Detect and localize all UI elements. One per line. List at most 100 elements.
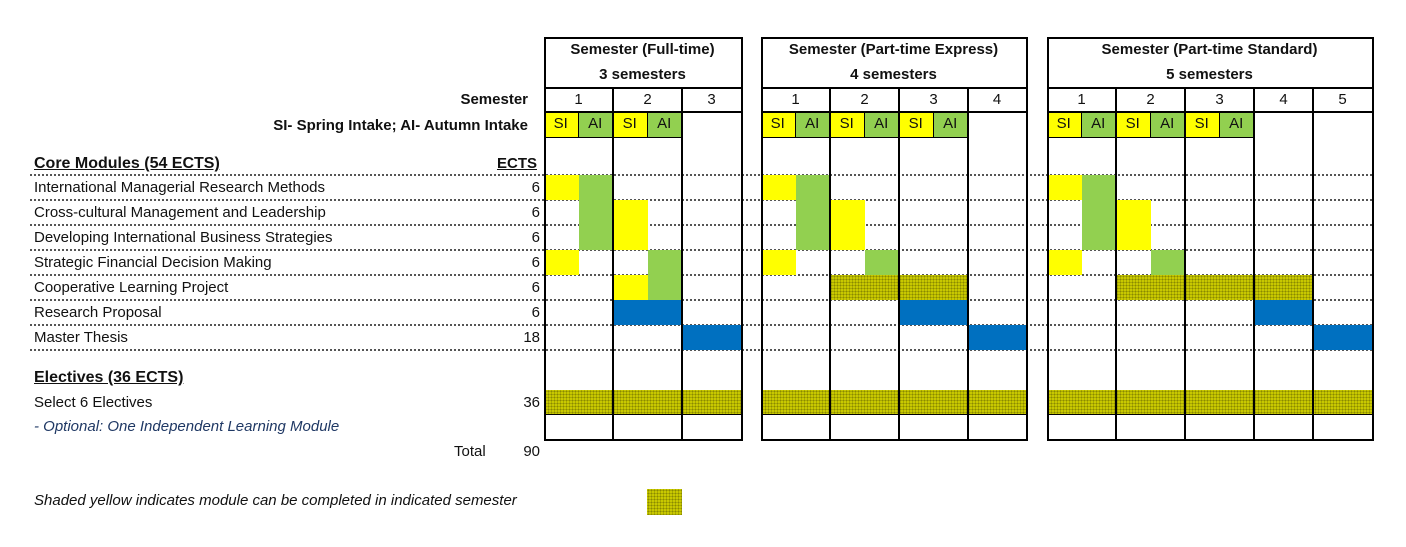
schedule-cell-autumn [1081, 225, 1116, 250]
semester-divider [1253, 88, 1255, 440]
program-duration: 5 semesters [1166, 66, 1253, 83]
program-duration: 4 semesters [850, 66, 937, 83]
intake-si: SI [613, 112, 648, 138]
semester-number: 1 [791, 91, 800, 108]
schedule-cell-fixed [968, 325, 1026, 350]
schedule-cell-spring [761, 175, 796, 200]
intake-ai: AI [933, 112, 968, 138]
schedule-cell-autumn [578, 200, 613, 225]
total-label: Total [454, 443, 486, 460]
program-title: Semester (Part-time Express) [788, 41, 999, 58]
row-divider [1047, 414, 1372, 415]
intake-ai: AI [1219, 112, 1254, 138]
total-value: 90 [523, 443, 540, 460]
semester-number: 2 [1146, 91, 1155, 108]
schedule-cell-autumn [795, 225, 830, 250]
semester-number: 4 [992, 91, 1002, 108]
schedule-cell-spring [544, 250, 579, 275]
intake-si: SI [1185, 112, 1220, 138]
schedule-cell-autumn [1150, 250, 1185, 275]
ects-header: ECTS [496, 155, 537, 172]
module-ects: 6 [531, 179, 540, 196]
schedule-cell-flexible [1116, 275, 1313, 300]
schedule-cell-spring [761, 250, 796, 275]
row-divider [544, 414, 741, 415]
semester-divider [967, 88, 969, 440]
intake-ai: AI [864, 112, 899, 138]
semester-divider [829, 88, 831, 440]
intake-ai: AI [1081, 112, 1116, 138]
schedule-cell-spring [1116, 225, 1151, 250]
legend-swatch [647, 489, 682, 515]
schedule-cell-flexible [1047, 390, 1372, 415]
semester-number: 2 [643, 91, 652, 108]
schedule-cell-autumn [578, 225, 613, 250]
module-ects: 6 [531, 229, 540, 246]
legend-text: Shaded yellow indicates module can be co… [34, 492, 517, 509]
semester-number: 4 [1279, 91, 1288, 108]
semester-number: 3 [1215, 91, 1224, 108]
module-name: Cooperative Learning Project [34, 279, 229, 296]
header-divider [761, 87, 1026, 89]
schedule-cell-spring [613, 275, 648, 300]
schedule-cell-flexible [761, 390, 1026, 415]
semester-divider [1184, 88, 1186, 440]
row-divider [30, 174, 1372, 176]
semester-number: 3 [707, 91, 716, 108]
semester-number: 2 [860, 91, 869, 108]
schedule-cell-autumn [864, 250, 899, 275]
schedule-cell-spring [830, 225, 865, 250]
program-title: Semester (Full-time) [570, 41, 715, 58]
intake-legend-label: SI- Spring Intake; AI- Autumn Intake [273, 117, 528, 134]
semester-divider [898, 88, 900, 440]
electives-heading: Electives (36 ECTS) [34, 369, 184, 386]
semester-number: 1 [1077, 91, 1086, 108]
semester-number: 5 [1338, 91, 1347, 108]
module-name: Developing International Business Strate… [34, 229, 333, 246]
intake-si: SI [544, 112, 579, 138]
schedule-cell-autumn [795, 200, 830, 225]
module-ects: 6 [531, 279, 540, 296]
program-grid [761, 37, 1028, 441]
module-name: Strategic Financial Decision Making [34, 254, 272, 271]
row-divider [30, 349, 1372, 351]
row-divider [30, 199, 1372, 201]
module-name: Cross-cultural Management and Leadership [34, 204, 326, 221]
intake-si: SI [899, 112, 934, 138]
schedule-cell-fixed [899, 300, 968, 325]
schedule-cell-fixed [613, 300, 682, 325]
header-divider [1047, 87, 1372, 89]
module-name: Master Thesis [34, 329, 128, 346]
semester-number: 1 [574, 91, 583, 108]
schedule-cell-spring [613, 200, 648, 225]
electives-name: Select 6 Electives [34, 394, 153, 411]
row-divider [30, 299, 1372, 301]
program-grid [1047, 37, 1374, 441]
program-duration: 3 semesters [599, 66, 686, 83]
row-divider [761, 414, 1026, 415]
schedule-cell-spring [613, 225, 648, 250]
schedule-cell-spring [544, 175, 579, 200]
intake-si: SI [1116, 112, 1151, 138]
row-divider [30, 249, 1372, 251]
intake-ai: AI [578, 112, 613, 138]
module-ects: 6 [531, 204, 540, 221]
schedule-cell-flexible [544, 390, 741, 415]
optional-module-note: - Optional: One Independent Learning Mod… [34, 418, 340, 435]
core-modules-heading: Core Modules (54 ECTS) [34, 155, 220, 172]
header-divider [761, 111, 1026, 113]
schedule-cell-spring [1047, 175, 1082, 200]
schedule-cell-fixed [1254, 300, 1313, 325]
semester-number: 3 [929, 91, 938, 108]
module-name: Research Proposal [34, 304, 162, 321]
schedule-cell-fixed [682, 325, 741, 350]
intake-ai: AI [795, 112, 830, 138]
intake-si: SI [830, 112, 865, 138]
module-name: International Managerial Research Method… [34, 179, 325, 196]
schedule-cell-spring [830, 200, 865, 225]
program-grid [544, 37, 743, 441]
row-divider [30, 274, 1372, 276]
module-ects: 6 [531, 304, 540, 321]
schedule-cell-autumn [1081, 175, 1116, 200]
